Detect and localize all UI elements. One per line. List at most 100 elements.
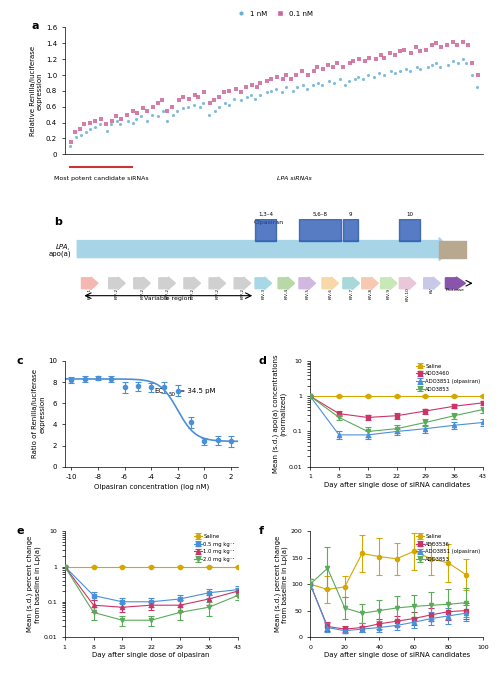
Point — [391, 50, 399, 61]
Y-axis label: Mean (s.d.) percent change
from baseline in Lp(a): Mean (s.d.) percent change from baseline… — [274, 536, 288, 632]
Point — [380, 70, 388, 81]
Text: 50: 50 — [168, 392, 175, 397]
Point — [365, 52, 373, 63]
FancyArrow shape — [234, 277, 250, 290]
Point — [153, 97, 161, 108]
Point — [310, 66, 318, 77]
Point — [113, 116, 121, 127]
Point — [428, 60, 436, 71]
Point — [148, 101, 156, 112]
Point — [428, 39, 436, 50]
Point — [196, 101, 204, 112]
Text: EC: EC — [154, 388, 164, 394]
Point — [256, 77, 264, 88]
Point — [243, 92, 250, 103]
Text: Variable region: Variable region — [144, 296, 192, 301]
Point — [360, 73, 368, 84]
Point — [194, 92, 202, 103]
Point — [279, 73, 287, 84]
Bar — [343, 219, 358, 240]
Legend: 1 nM, 0.1 nM: 1 nM, 0.1 nM — [232, 8, 316, 20]
Point — [256, 89, 264, 100]
Text: KIV-6: KIV-6 — [329, 288, 333, 299]
Point — [137, 111, 145, 122]
Text: e: e — [16, 526, 24, 536]
Point — [139, 103, 147, 114]
Point — [175, 95, 183, 106]
Point — [273, 71, 281, 82]
Point — [380, 52, 388, 63]
Text: KIV-1: KIV-1 — [88, 288, 92, 299]
Point — [143, 105, 151, 116]
Point — [184, 101, 192, 112]
Point — [407, 47, 415, 58]
Point — [341, 79, 349, 90]
Point — [377, 50, 385, 61]
Text: KIV-9: KIV-9 — [387, 288, 391, 299]
Point — [103, 125, 111, 136]
FancyArrow shape — [278, 277, 294, 290]
Point — [113, 111, 121, 122]
Point — [103, 119, 111, 129]
Point — [303, 84, 311, 95]
Point — [475, 70, 483, 81]
Point — [169, 109, 177, 120]
Point — [391, 68, 399, 79]
Point — [334, 58, 342, 68]
Bar — [255, 219, 276, 240]
Text: KIV-7: KIV-7 — [350, 288, 354, 299]
Point — [225, 100, 233, 111]
Point — [221, 97, 229, 108]
FancyArrow shape — [134, 277, 150, 290]
Point — [318, 79, 326, 90]
FancyArrow shape — [399, 277, 416, 290]
Point — [464, 39, 472, 50]
Text: b: b — [54, 217, 62, 227]
Legend: Saline, ADO3536, ADO3851 (olpasiran), ADO3853: Saline, ADO3536, ADO3851 (olpasiran), AD… — [416, 534, 481, 562]
X-axis label: Day after single dose of olpasiran: Day after single dose of olpasiran — [93, 653, 210, 658]
Point — [185, 93, 193, 104]
Point — [345, 76, 353, 87]
Point — [449, 36, 457, 47]
Point — [416, 63, 424, 74]
Point — [220, 87, 228, 98]
Point — [225, 86, 233, 97]
FancyArrow shape — [362, 277, 378, 290]
Point — [443, 39, 451, 50]
Point — [423, 62, 431, 73]
Point — [278, 87, 286, 98]
Point — [232, 84, 240, 95]
Point — [339, 62, 347, 73]
Point — [453, 39, 461, 50]
Point — [82, 127, 90, 138]
Point — [289, 86, 297, 97]
Point — [199, 97, 207, 108]
Text: KIV-2: KIV-2 — [190, 288, 194, 299]
Point — [200, 87, 208, 98]
Point — [319, 63, 327, 74]
Text: = 34.5 pM: = 34.5 pM — [177, 388, 216, 394]
Point — [163, 105, 171, 116]
Point — [454, 58, 462, 68]
Point — [422, 44, 430, 55]
Text: apo(a): apo(a) — [48, 250, 71, 257]
Point — [459, 36, 467, 47]
Point — [449, 55, 457, 66]
Text: KIV-2: KIV-2 — [140, 288, 144, 299]
Point — [76, 123, 84, 134]
Point — [469, 70, 477, 81]
Point — [67, 137, 75, 148]
Point — [168, 101, 176, 112]
Point — [248, 89, 255, 100]
Point — [108, 119, 116, 129]
Point — [251, 93, 259, 104]
Point — [364, 70, 372, 81]
Point — [329, 62, 337, 73]
Point — [158, 95, 166, 106]
Text: KIV-8: KIV-8 — [368, 288, 372, 299]
Point — [292, 82, 300, 92]
Point — [336, 73, 344, 84]
X-axis label: Olpasiran concentration (log nM): Olpasiran concentration (log nM) — [94, 483, 209, 490]
Point — [238, 95, 246, 106]
Point — [262, 87, 270, 98]
